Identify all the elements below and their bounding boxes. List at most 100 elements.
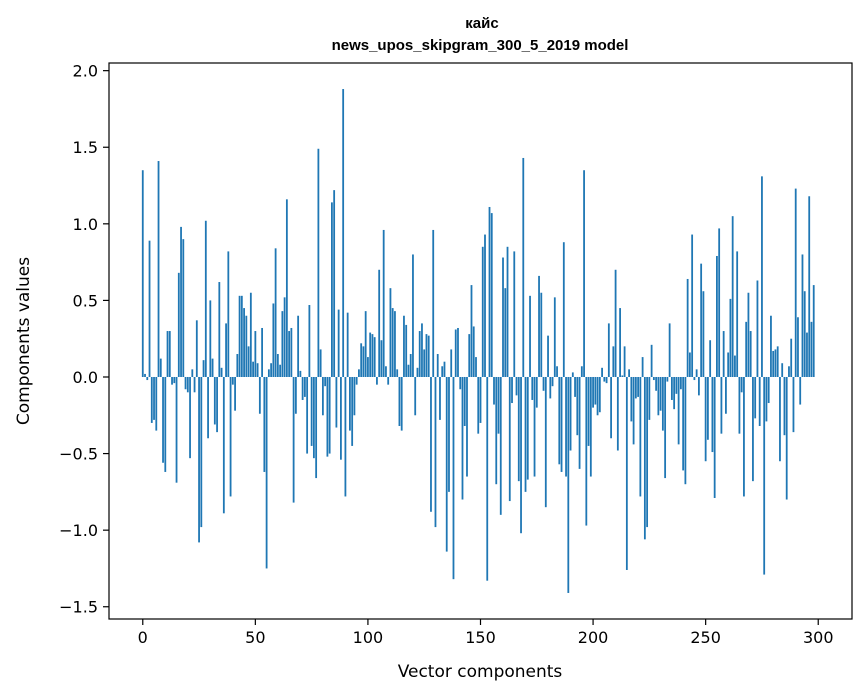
bar [486,376,489,581]
bar [763,376,766,575]
bar [371,334,374,377]
bar [790,338,793,377]
bar [461,376,464,500]
bar [234,376,236,411]
bar [493,376,495,405]
bar [770,315,772,377]
bar [630,376,633,422]
bar [607,323,610,377]
bar [283,297,286,377]
bar [220,367,223,377]
bar [594,376,597,405]
bar [749,331,752,377]
bar [315,376,318,479]
bar [659,376,662,411]
bar [502,257,504,377]
bar-series [141,89,815,593]
y-tick-label: 0.5 [73,291,98,310]
bar [414,376,417,416]
bar [452,376,455,580]
bar [718,228,721,377]
bar [326,376,329,457]
bar [578,376,581,469]
bar [625,376,628,570]
bar [265,376,268,569]
bar [267,369,270,377]
bar [524,376,527,492]
bar [312,376,315,459]
bar [684,376,687,485]
bar [652,376,655,381]
bar [150,376,153,423]
bar [736,251,739,377]
y-tick-label: 0.0 [73,368,98,387]
bar [290,327,293,377]
bar [218,282,221,377]
bar [412,254,414,377]
bar [619,308,621,377]
bar [745,321,748,377]
bar [646,376,649,528]
bar [211,358,214,377]
bar [601,367,603,377]
bar [351,376,354,446]
bar [443,361,446,377]
bar [276,354,279,377]
bar [767,376,770,404]
bar [614,269,617,377]
bar [729,298,732,377]
bar [666,376,669,382]
bar [396,369,399,377]
bar [650,344,653,377]
bar [576,376,579,436]
bar [258,376,261,414]
bar [385,366,387,377]
y-tick-label: −0.5 [59,445,98,464]
bar [754,376,757,419]
bar [466,376,468,477]
bar [281,311,284,377]
bar [349,376,351,431]
bar [360,343,363,377]
bar [367,357,369,377]
bar [677,376,680,445]
bar [324,376,327,387]
bar [495,376,498,485]
bar [812,285,815,377]
bar [355,376,358,385]
bar [583,170,585,377]
bar [774,349,777,377]
x-axis-label: Vector components [398,662,563,682]
bar [238,295,241,377]
bar [164,376,167,472]
bar [713,376,716,498]
bar [270,363,273,377]
bar [252,361,254,377]
bar [553,297,556,377]
bar [450,349,453,377]
bar [436,354,439,377]
bar [641,357,644,377]
x-axis: 0 50 100 150 200 250 300 [138,619,834,647]
bar [416,367,419,377]
bar [589,376,592,477]
bar [797,317,799,377]
bar [531,376,534,400]
bar [191,369,194,377]
bar [533,376,536,477]
bar [204,220,207,377]
bar [596,376,599,416]
bar [686,278,689,377]
bar [177,272,180,377]
bar [785,376,788,500]
x-tick-label: 50 [245,628,265,647]
bar [673,376,676,410]
bar [738,376,741,434]
bar [254,331,257,377]
bar [475,357,477,377]
bar [788,366,790,377]
bar [263,376,266,472]
bar [779,376,781,462]
bar [394,311,396,377]
